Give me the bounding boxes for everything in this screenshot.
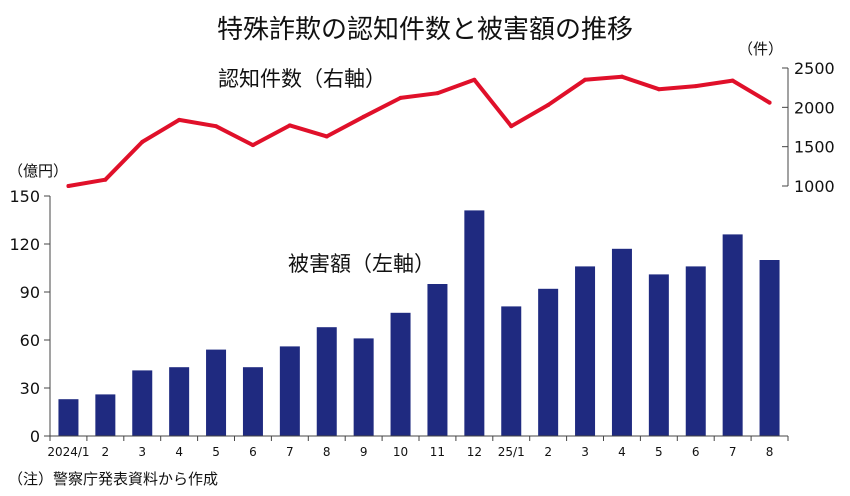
x-tick-label: 5 (212, 445, 220, 459)
x-axis: 2024/1 2 3 4 5 6 7 8 9 10 11 12 25/1 2 3 4 5 6 7 8 (47, 436, 789, 459)
bar (722, 234, 743, 436)
x-tick-label: 10 (393, 445, 408, 459)
bar (464, 210, 485, 436)
x-tick-label: 25/1 (498, 445, 525, 459)
bar (427, 284, 448, 436)
x-tick-label: 8 (766, 445, 774, 459)
bar (575, 266, 596, 436)
line-point (361, 114, 366, 119)
x-tick-label: 8 (323, 445, 331, 459)
bar (353, 338, 374, 436)
x-tick-label: 9 (360, 445, 368, 459)
line-point (287, 123, 292, 128)
line-series-label: 認知件数（右軸） (218, 67, 386, 91)
bar (132, 370, 153, 436)
bar (538, 288, 559, 436)
right-tick-label: 2500 (794, 59, 835, 78)
line-point (66, 184, 71, 188)
line-point (140, 139, 145, 144)
bar (58, 399, 79, 436)
bar (759, 260, 780, 436)
bar (279, 346, 300, 436)
x-tick-label: 4 (618, 445, 626, 459)
line-series (66, 74, 772, 188)
bar (390, 312, 411, 436)
x-tick-label: 4 (175, 445, 183, 459)
line-point (767, 100, 772, 105)
line-point (103, 177, 108, 182)
line-point (177, 117, 182, 122)
bar (242, 367, 263, 436)
bar-series-label: 被害額（左軸） (288, 252, 435, 276)
right-tick-label: 1500 (794, 138, 835, 157)
line-point (583, 77, 588, 82)
chart-title: 特殊詐欺の認知件数と被害額の推移 (217, 15, 633, 45)
line-point (730, 78, 735, 83)
bar-series (58, 210, 780, 436)
bar (169, 367, 190, 436)
line-point (546, 102, 551, 107)
bar (316, 327, 337, 436)
source-note: （注）警察庁発表資料から作成 (8, 470, 218, 488)
bar (501, 306, 522, 436)
bar (611, 248, 632, 436)
left-tick-label: 60 (20, 331, 40, 350)
x-tick-label: 2 (544, 445, 552, 459)
x-tick-label: 7 (286, 445, 294, 459)
x-tick-label: 2024/1 (47, 445, 89, 459)
line-point (435, 91, 440, 96)
line-point (619, 74, 624, 79)
left-tick-label: 150 (9, 187, 40, 206)
x-tick-label: 2 (102, 445, 110, 459)
right-tick-label: 1000 (794, 177, 835, 196)
left-tick-label: 0 (30, 427, 40, 446)
left-axis-unit: （億円） (8, 162, 68, 180)
left-axis: （億円） 0 30 60 90 120 150 (8, 162, 68, 446)
x-tick-label: 12 (467, 445, 482, 459)
line-point (214, 124, 219, 129)
right-axis: （件） 1000 1500 2000 2500 (738, 40, 835, 196)
right-tick-label: 2000 (794, 98, 835, 117)
x-tick-label: 3 (581, 445, 589, 459)
line-point (472, 77, 477, 82)
x-tick-label: 6 (249, 445, 257, 459)
left-tick-label: 90 (20, 283, 40, 302)
x-tick-label: 3 (138, 445, 146, 459)
line-point (693, 84, 698, 89)
line-point (398, 95, 403, 100)
left-tick-label: 120 (9, 235, 40, 254)
x-tick-label: 5 (655, 445, 663, 459)
line-point (324, 134, 329, 139)
x-tick-label: 6 (692, 445, 700, 459)
bar (685, 266, 706, 436)
left-tick-label: 30 (20, 379, 40, 398)
line-point (250, 143, 255, 148)
line-point (509, 124, 514, 129)
line-point (656, 87, 661, 92)
right-axis-unit: （件） (738, 40, 783, 58)
bar (206, 349, 227, 436)
x-tick-label: 11 (430, 445, 445, 459)
x-tick-label: 7 (729, 445, 737, 459)
bar (648, 274, 669, 436)
bar (95, 394, 116, 436)
